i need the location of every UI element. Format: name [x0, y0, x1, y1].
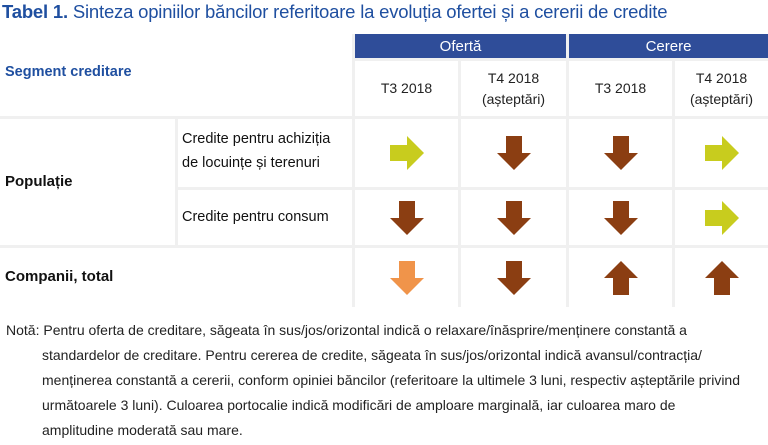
row-group-populatie: Populație — [0, 119, 175, 245]
arrow-down-icon — [496, 136, 531, 170]
period-line2: (așteptări) — [689, 90, 754, 107]
arrow-shape — [603, 200, 638, 235]
sublabel-text: Credite pentru consum — [182, 209, 329, 225]
note-line-4: următoarele 3 luni). Culoarea portocalie… — [42, 397, 676, 413]
arrow-down-icon — [389, 260, 424, 295]
note-prefix: Notă: — [6, 322, 40, 338]
segment-header-cell: Segment creditare — [0, 34, 352, 116]
arrow-right-icon — [704, 136, 739, 170]
arrow-right-icon — [704, 200, 739, 235]
value-cell-companii-cerere-t3 — [569, 248, 672, 307]
arrow-shape — [704, 260, 739, 295]
period-line1: T3 2018 — [594, 80, 647, 96]
period-header-1: T3 2018 — [355, 61, 458, 116]
value-cell-locuinte-oferta-t4 — [461, 119, 566, 187]
segment-label: Segment creditare — [5, 64, 132, 80]
table-title: Tabel 1. Sinteza opiniilor băncilor refe… — [2, 1, 667, 23]
arrow-shape — [704, 136, 739, 170]
value-cell-companii-oferta-t4 — [461, 248, 566, 307]
value-cell-companii-cerere-t4 — [675, 248, 768, 307]
period-header-3: T3 2018 — [569, 61, 672, 116]
note-line-1: Pentru oferta de creditare, săgeata în s… — [43, 322, 687, 338]
value-cell-locuinte-cerere-t3 — [569, 119, 672, 187]
note-line-5: amplitudine moderată sau mare. — [42, 422, 243, 438]
arrow-down-icon — [389, 200, 424, 235]
arrow-up-icon — [704, 260, 739, 295]
arrow-down-icon — [496, 200, 531, 235]
arrow-shape — [389, 136, 424, 170]
period-line1: T4 2018 — [487, 69, 540, 86]
row-group-companii: Companii, total — [0, 248, 352, 307]
group-header-oferta: Ofertă — [355, 34, 566, 58]
value-cell-locuinte-cerere-t4 — [675, 119, 768, 187]
table-title-text: Sinteza opiniilor băncilor referitoare l… — [72, 1, 668, 22]
arrow-shape — [496, 200, 531, 235]
arrow-shape — [496, 260, 531, 295]
table-note: Notă: Pentru oferta de creditare, săgeat… — [6, 318, 764, 443]
opinion-table: Segment creditare Ofertă Cerere T3 2018 … — [0, 34, 768, 307]
arrow-shape — [389, 200, 424, 235]
note-line-2: standardelor de creditare. Pentru cerere… — [42, 347, 702, 363]
value-cell-consum-cerere-t3 — [569, 190, 672, 245]
arrow-up-icon — [603, 260, 638, 295]
period-line1: T4 2018 — [695, 69, 748, 86]
row-sublabel-consum: Credite pentru consum — [178, 190, 352, 245]
arrow-shape — [603, 136, 638, 170]
table-number: Tabel 1. — [2, 1, 68, 22]
period-header-2: T4 2018 (așteptări) — [461, 61, 566, 116]
value-cell-consum-cerere-t4 — [675, 190, 768, 245]
period-line2: (așteptări) — [481, 90, 546, 107]
arrow-shape — [389, 260, 424, 295]
group-header-cerere: Cerere — [569, 34, 768, 58]
value-cell-locuinte-oferta-t3 — [355, 119, 458, 187]
arrow-shape — [496, 136, 531, 170]
arrow-down-icon — [603, 200, 638, 235]
sublabel-line1: Credite pentru achiziția — [182, 131, 331, 147]
period-line1: T3 2018 — [380, 80, 433, 96]
arrow-down-icon — [496, 260, 531, 295]
value-cell-consum-oferta-t3 — [355, 190, 458, 245]
sublabel-line2: de locuințe și terenuri — [182, 155, 320, 171]
period-header-4: T4 2018 (așteptări) — [675, 61, 768, 116]
note-line-3: menținerea constantă a cererii, conform … — [42, 372, 741, 388]
value-cell-companii-oferta-t3 — [355, 248, 458, 307]
arrow-right-icon — [389, 136, 424, 170]
arrow-down-icon — [603, 136, 638, 170]
row-sublabel-locuinte: Credite pentru achiziția de locuințe și … — [178, 119, 352, 187]
arrow-shape — [603, 260, 638, 295]
row-label-companii: Companii, total — [5, 268, 114, 285]
row-label-populatie: Populație — [5, 173, 73, 190]
arrow-shape — [704, 200, 739, 235]
value-cell-consum-oferta-t4 — [461, 190, 566, 245]
